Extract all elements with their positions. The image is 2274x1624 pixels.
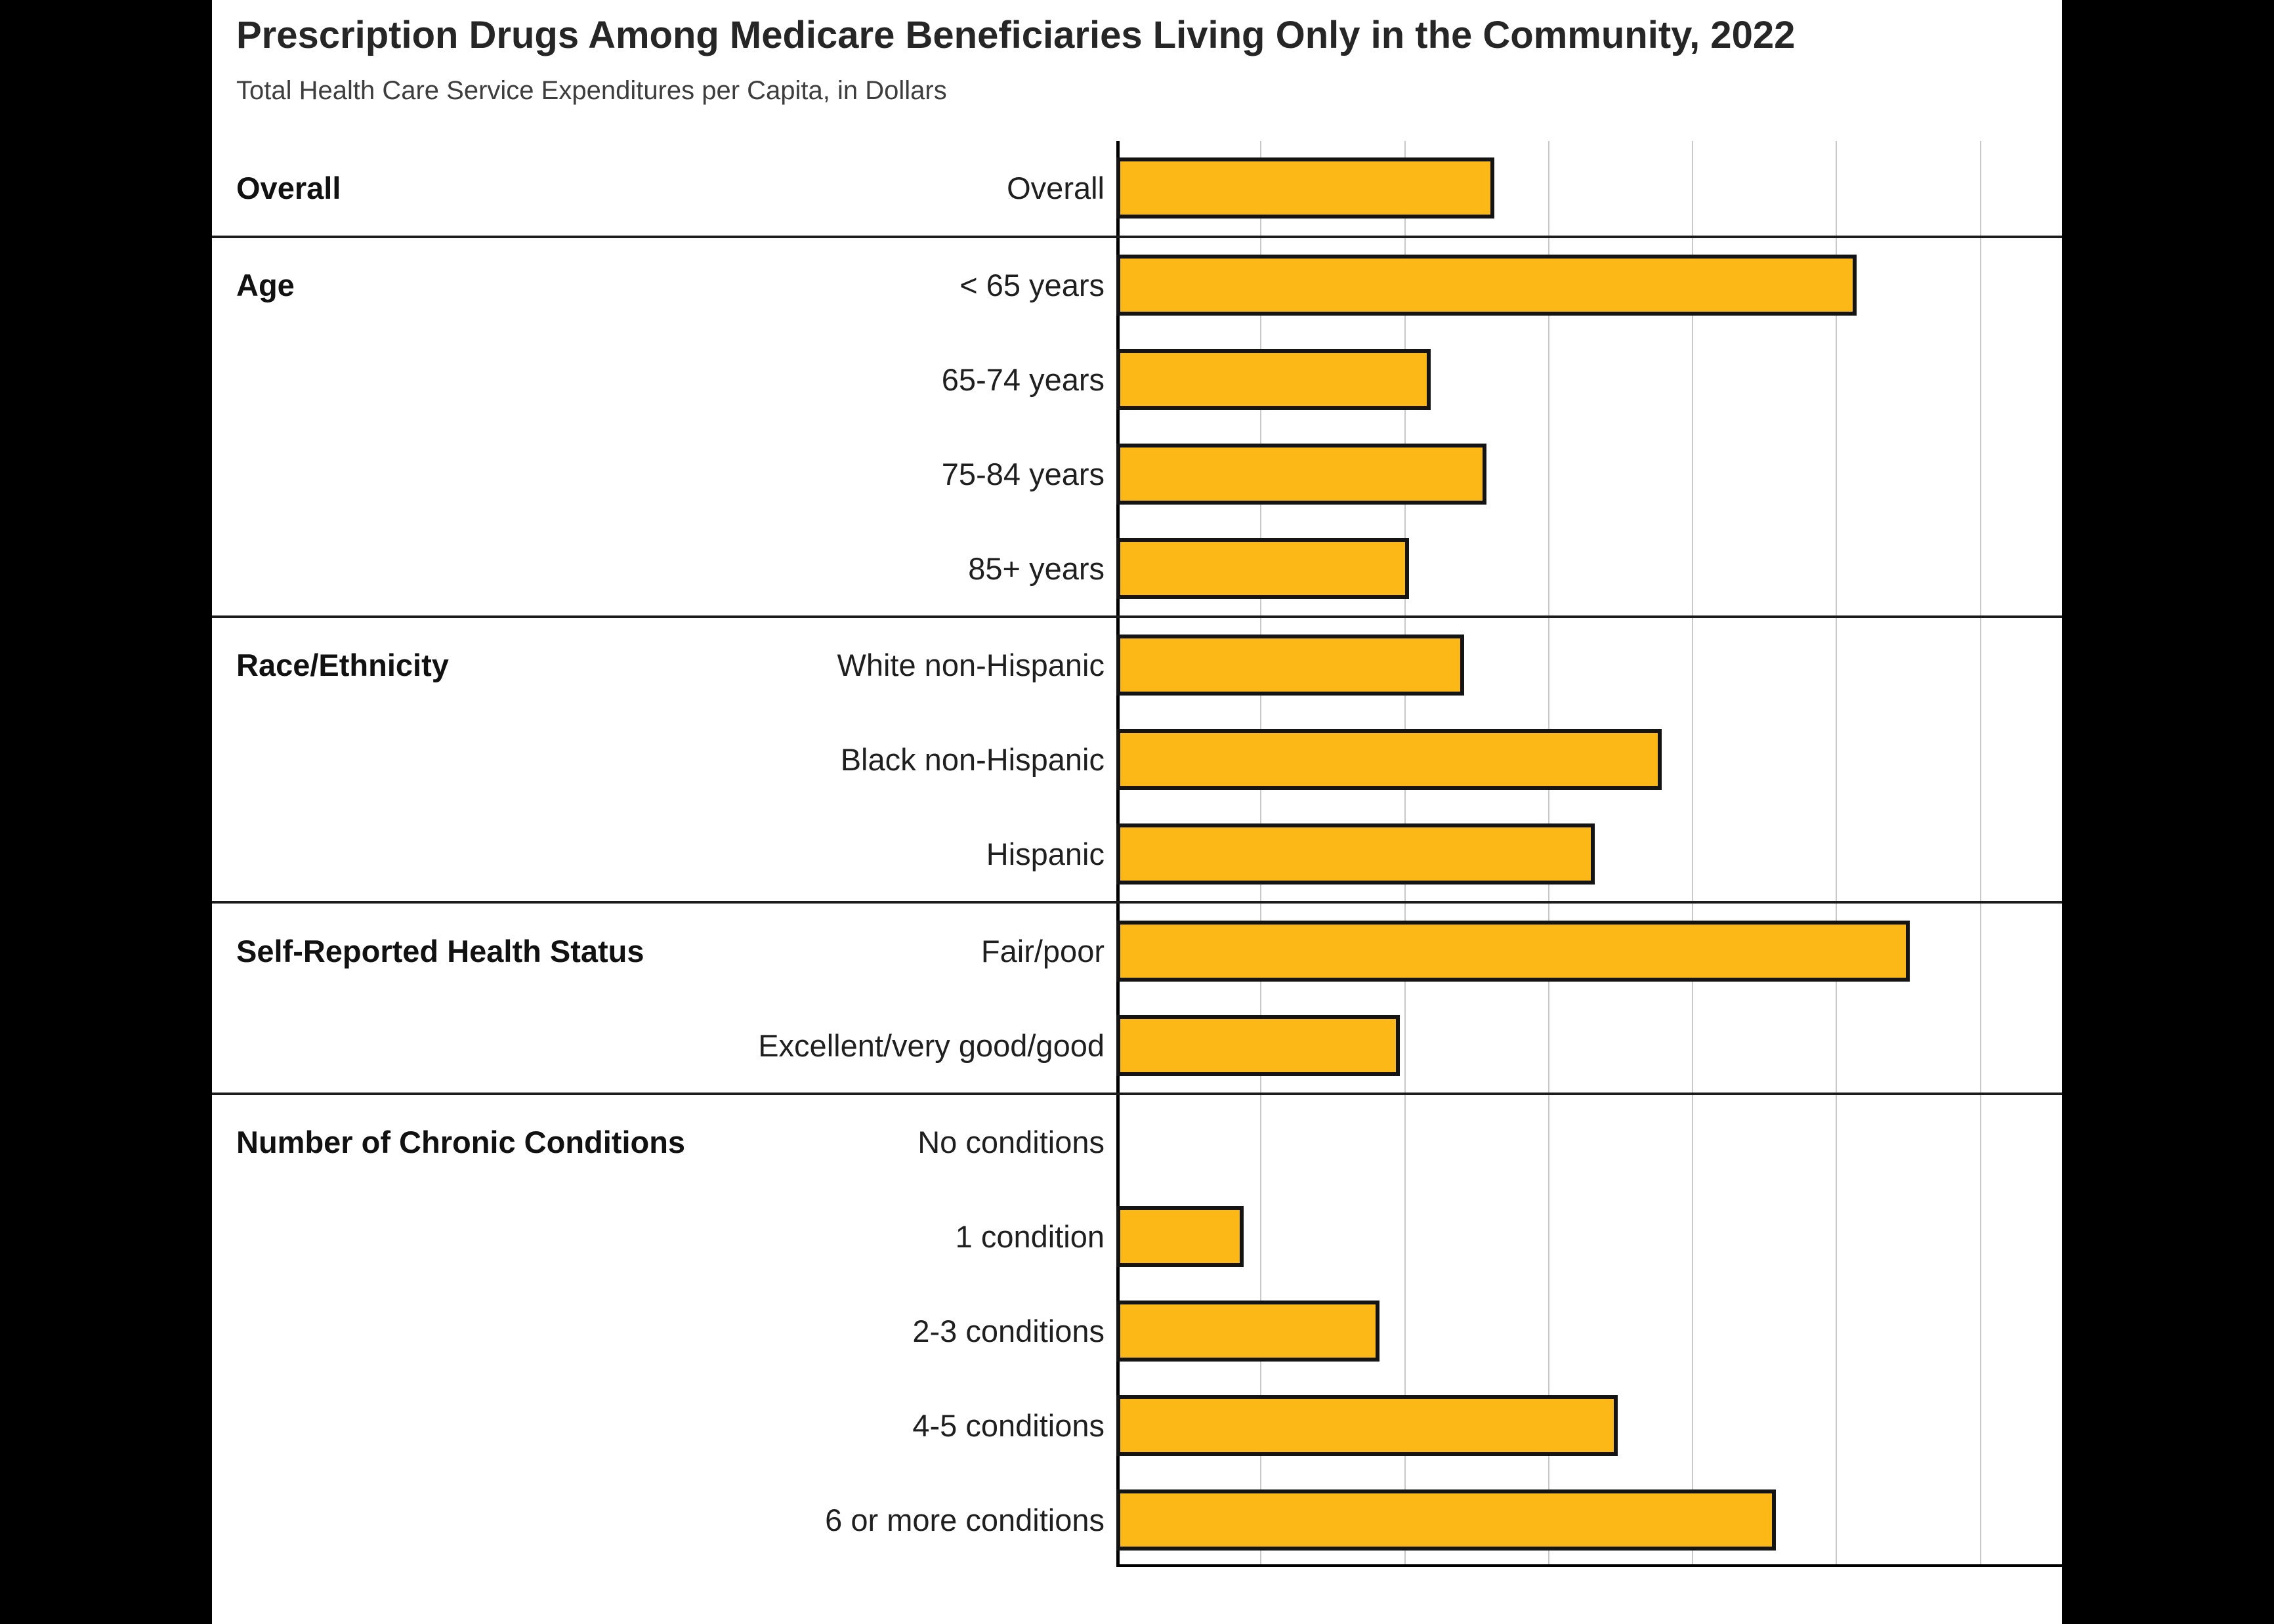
bar — [1116, 1014, 1400, 1076]
gridline — [1979, 141, 1981, 1564]
chart-row: 6 or more conditions — [212, 1472, 2062, 1567]
row-label: Excellent/very good/good — [758, 1028, 1105, 1063]
chart-panel: Prescription Drugs Among Medicare Benefi… — [212, 0, 2062, 1624]
row-label-cell: 1 condition — [212, 1190, 1116, 1284]
bar-track — [1116, 713, 2062, 807]
bar-track — [1116, 1190, 2062, 1284]
row-label: Hispanic — [986, 836, 1105, 871]
section-label: Self-Reported Health Status — [236, 933, 644, 968]
row-label: Overall — [1007, 171, 1105, 206]
row-label-cell: Black non-Hispanic — [212, 713, 1116, 807]
row-label-cell: 4-5 conditions — [212, 1378, 1116, 1472]
row-label: 85+ years — [968, 551, 1105, 586]
bar-track — [1116, 1472, 2062, 1567]
row-label-cell: Race/Ethnicity White non-Hispanic — [212, 618, 1116, 713]
chart-row: Age < 65 years — [212, 235, 2062, 333]
row-label-cell: 6 or more conditions — [212, 1472, 1116, 1567]
row-label-cell: 75-84 years — [212, 427, 1116, 521]
row-label-cell: Overall Overall — [212, 141, 1116, 236]
chart-row: Hispanic — [212, 807, 2062, 902]
bar — [1116, 348, 1431, 410]
section-label: Overall — [236, 171, 341, 206]
row-label: 65-74 years — [941, 362, 1105, 397]
bar-track — [1116, 904, 2062, 998]
section-label: Number of Chronic Conditions — [236, 1125, 686, 1160]
row-label-cell: Age < 65 years — [212, 238, 1116, 333]
bar — [1116, 1300, 1380, 1362]
row-label-cell: Hispanic — [212, 807, 1116, 902]
bar-track — [1116, 238, 2062, 333]
row-label-cell: Excellent/very good/good — [212, 998, 1116, 1093]
chart-row: Black non-Hispanic — [212, 713, 2062, 807]
row-label: White non-Hispanic — [837, 648, 1105, 683]
chart-row: 85+ years — [212, 521, 2062, 615]
chart-row: Overall Overall — [212, 141, 2062, 236]
chart-row: 75-84 years — [212, 427, 2062, 521]
chart-row: 4-5 conditions — [212, 1378, 2062, 1472]
bar — [1116, 255, 1857, 316]
bar-track — [1116, 333, 2062, 427]
bar — [1116, 635, 1464, 696]
chart-row: Race/Ethnicity White non-Hispanic — [212, 615, 2062, 713]
chart-row: 65-74 years — [212, 333, 2062, 427]
section-label: Race/Ethnicity — [236, 648, 449, 683]
chart-row: Number of Chronic Conditions No condition… — [212, 1092, 2062, 1190]
bar — [1116, 1489, 1777, 1551]
row-label-cell: 2-3 conditions — [212, 1284, 1116, 1379]
page-subtitle: Total Health Care Service Expenditures p… — [236, 76, 947, 105]
bar — [1116, 537, 1410, 599]
bar — [1116, 443, 1486, 505]
bar-chart: Overall Overall Age < 65 years 65-74 years 75… — [212, 141, 2062, 1567]
bar-track — [1116, 141, 2062, 236]
bar — [1116, 157, 1494, 219]
row-label: Fair/poor — [980, 933, 1105, 968]
bar-track — [1116, 998, 2062, 1093]
chart-row: 1 condition — [212, 1190, 2062, 1284]
row-label: 75-84 years — [941, 456, 1105, 491]
page-title: Prescription Drugs Among Medicare Benefi… — [236, 14, 1796, 56]
row-label: 1 condition — [955, 1219, 1105, 1255]
bar-track — [1116, 807, 2062, 902]
bar — [1116, 729, 1662, 791]
row-label-cell: Self-Reported Health Status Fair/poor — [212, 904, 1116, 998]
gridline — [1692, 141, 1694, 1564]
bar — [1116, 823, 1595, 885]
bar — [1116, 1206, 1244, 1268]
row-label-cell: 85+ years — [212, 521, 1116, 615]
bar — [1116, 920, 1910, 982]
row-label-cell: Number of Chronic Conditions No condition… — [212, 1095, 1116, 1190]
chart-row: Self-Reported Health Status Fair/poor — [212, 901, 2062, 998]
row-label: 6 or more conditions — [825, 1502, 1105, 1537]
row-label: < 65 years — [959, 268, 1105, 303]
row-label: 2-3 conditions — [912, 1313, 1105, 1348]
row-label-cell: 65-74 years — [212, 333, 1116, 427]
chart-rows: Overall Overall Age < 65 years 65-74 years 75… — [212, 141, 2062, 1567]
section-label: Age — [236, 268, 295, 303]
chart-row: 2-3 conditions — [212, 1284, 2062, 1379]
bar-track — [1116, 1095, 2062, 1190]
bar-track — [1116, 1284, 2062, 1379]
row-label: Black non-Hispanic — [840, 742, 1105, 778]
bar — [1116, 1394, 1618, 1456]
bar-track — [1116, 427, 2062, 521]
bar-track — [1116, 1378, 2062, 1472]
bar-track — [1116, 618, 2062, 713]
row-label: 4-5 conditions — [912, 1407, 1105, 1443]
bar-track — [1116, 521, 2062, 615]
gridline — [1836, 141, 1838, 1564]
chart-row: Excellent/very good/good — [212, 998, 2062, 1093]
row-label: No conditions — [917, 1125, 1105, 1160]
